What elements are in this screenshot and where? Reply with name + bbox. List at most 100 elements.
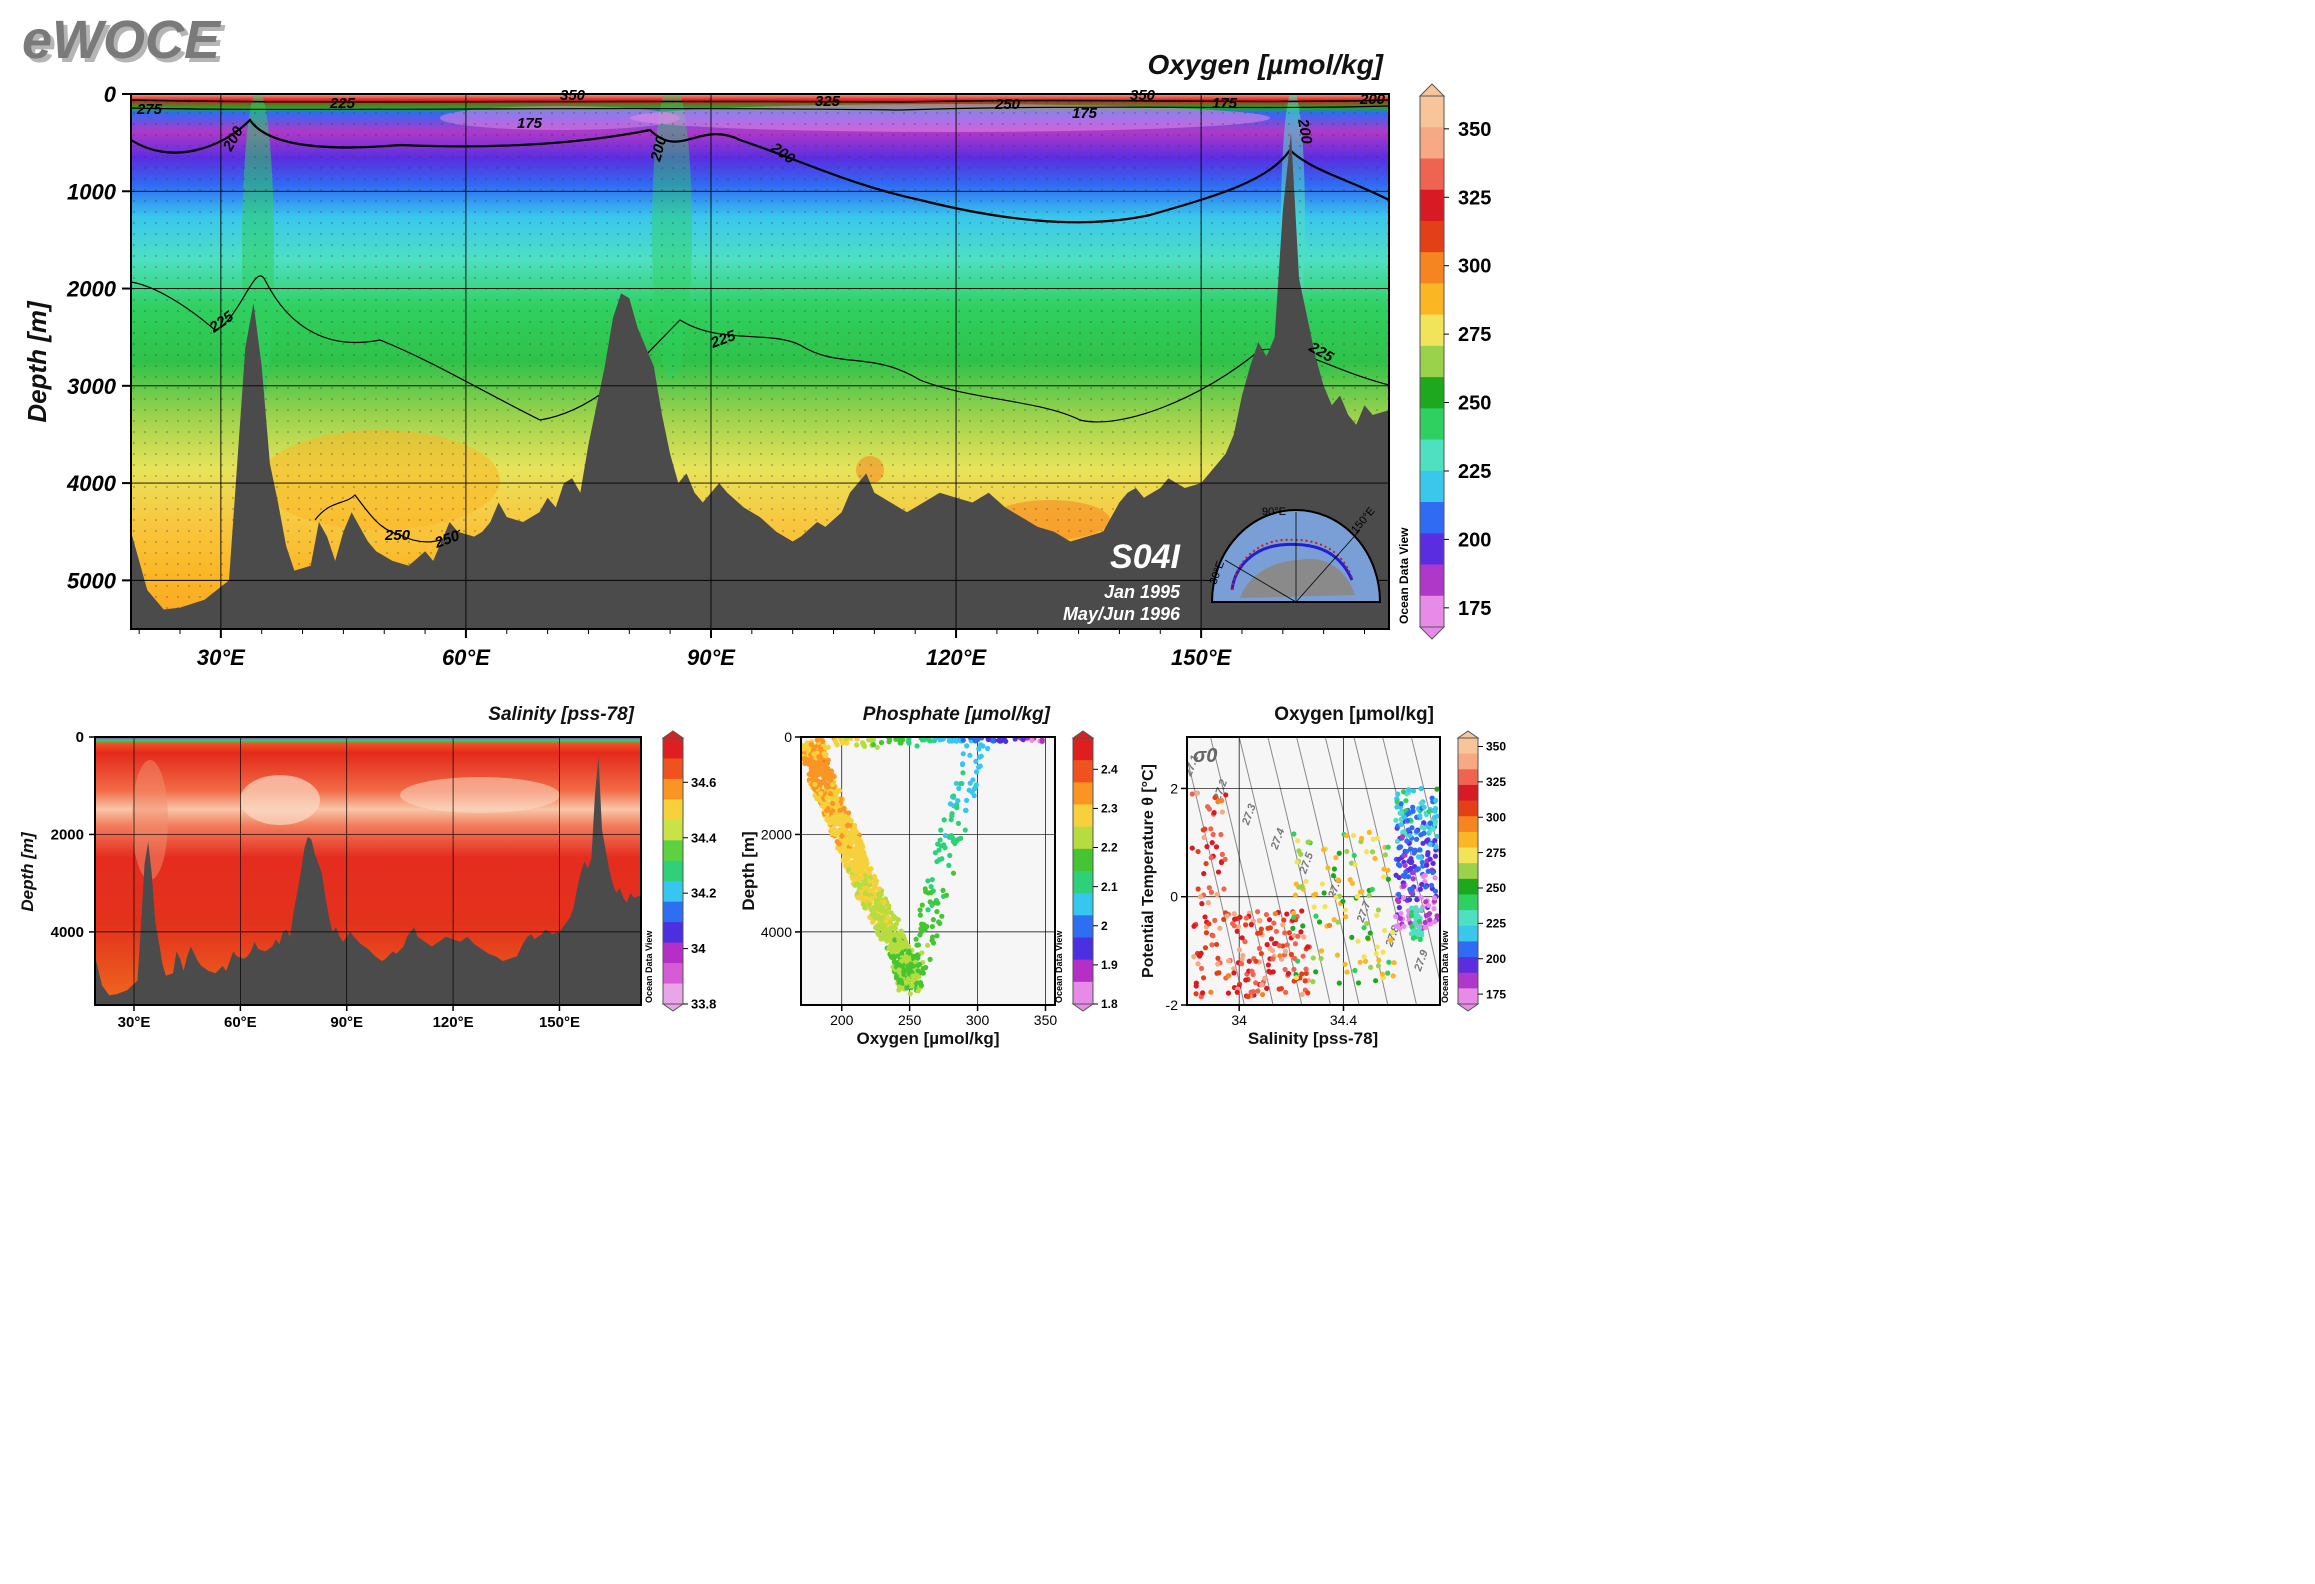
ts-point bbox=[1342, 961, 1348, 967]
sal-y-tick-label: 4000 bbox=[51, 924, 84, 941]
contour-surface bbox=[131, 105, 1389, 111]
phos-point bbox=[954, 805, 960, 811]
phos-point bbox=[957, 781, 964, 787]
colorbar-segment bbox=[1420, 345, 1444, 378]
phos-point bbox=[1029, 737, 1035, 743]
colorbar-segment bbox=[1458, 769, 1478, 786]
colorbar-segment bbox=[1073, 826, 1093, 850]
phos-point bbox=[875, 886, 882, 893]
phos-frame bbox=[800, 736, 1056, 1006]
ts-point bbox=[1394, 804, 1400, 810]
phos-point bbox=[910, 953, 917, 959]
ts-point bbox=[1217, 925, 1223, 931]
ts-point bbox=[1342, 907, 1348, 913]
ts-point bbox=[1398, 821, 1404, 828]
phos-point bbox=[834, 742, 840, 748]
ts-point bbox=[1408, 913, 1415, 919]
main-x-tick-label: 30°E bbox=[197, 645, 246, 670]
phos-point bbox=[955, 798, 961, 804]
ts-point bbox=[1357, 889, 1364, 895]
phos-point bbox=[841, 819, 847, 825]
ts-point bbox=[1390, 930, 1396, 936]
ts-point bbox=[1221, 916, 1227, 922]
phos-point bbox=[919, 902, 925, 908]
phos-point bbox=[930, 917, 936, 923]
phos-point bbox=[861, 743, 868, 749]
phos-point bbox=[820, 738, 826, 745]
phos-point bbox=[855, 894, 861, 901]
ts-point bbox=[1372, 855, 1378, 862]
ts-point bbox=[1422, 919, 1428, 926]
phos-point bbox=[953, 780, 959, 787]
phos-point bbox=[934, 933, 940, 939]
phos-point bbox=[838, 796, 844, 802]
contour-label: 200 bbox=[1294, 117, 1315, 146]
contour-label: 175 bbox=[1072, 105, 1098, 122]
phos-point bbox=[830, 814, 836, 820]
colorbar-segment bbox=[663, 881, 683, 903]
main-y-label: Depth [m] bbox=[22, 300, 52, 423]
ts-point bbox=[1313, 913, 1319, 919]
colorbar-segment bbox=[1458, 831, 1478, 849]
ts-point bbox=[1432, 853, 1439, 859]
phos-point bbox=[952, 840, 958, 847]
ts-point bbox=[1382, 852, 1389, 858]
ts-point bbox=[1408, 846, 1414, 852]
phos-point bbox=[895, 917, 902, 923]
ts-point bbox=[1303, 970, 1309, 976]
colorbar-cap-bottom bbox=[1456, 1003, 1480, 1012]
main-plot-area bbox=[131, 94, 1389, 629]
ts-point bbox=[1225, 958, 1232, 964]
colorbar-tick-label: 175 bbox=[1458, 598, 1491, 620]
ts-point bbox=[1301, 934, 1307, 940]
phos-point bbox=[928, 890, 934, 896]
ts-point bbox=[1218, 831, 1224, 838]
contour-label: 175 bbox=[517, 115, 543, 132]
ts-point bbox=[1320, 847, 1327, 853]
ts-point bbox=[1419, 881, 1425, 888]
phos-point bbox=[879, 925, 885, 931]
ts-point bbox=[1299, 971, 1305, 977]
ts-point bbox=[1355, 938, 1361, 944]
colorbar-segment bbox=[1458, 816, 1478, 833]
ts-point bbox=[1427, 856, 1433, 862]
ts-points bbox=[1189, 786, 1440, 1000]
ts-point bbox=[1208, 989, 1214, 995]
ts-point bbox=[1331, 866, 1337, 872]
ts-point bbox=[1295, 958, 1301, 964]
sal-plot-area bbox=[95, 737, 641, 1005]
odv-credit: Ocean Data View bbox=[1440, 930, 1450, 1003]
phos-point bbox=[839, 739, 846, 745]
colorbar-segment bbox=[663, 840, 683, 862]
ts-point bbox=[1203, 930, 1210, 936]
ts-point bbox=[1270, 969, 1276, 975]
ts-point bbox=[1206, 806, 1212, 812]
ts-point bbox=[1264, 942, 1270, 948]
ts-point bbox=[1191, 954, 1197, 960]
ts-point bbox=[1414, 867, 1420, 873]
colorbar-segment bbox=[1420, 96, 1444, 128]
sal-plume bbox=[132, 760, 168, 880]
ts-point bbox=[1189, 791, 1195, 797]
ts-point bbox=[1300, 923, 1306, 929]
phos-point bbox=[811, 785, 817, 792]
ts-point bbox=[1215, 955, 1221, 961]
ts-point bbox=[1403, 869, 1409, 875]
phos-point bbox=[856, 864, 862, 870]
phos-point bbox=[823, 808, 830, 814]
colorbar-segment bbox=[1458, 784, 1478, 802]
ts-point bbox=[1313, 969, 1319, 975]
phos-x-tick-label: 350 bbox=[1034, 1012, 1058, 1028]
phos-point bbox=[895, 943, 901, 949]
phos-point bbox=[863, 864, 869, 870]
ts-point bbox=[1428, 882, 1435, 889]
ts-point bbox=[1344, 848, 1350, 855]
phos-point bbox=[854, 854, 860, 860]
ts-point bbox=[1427, 820, 1434, 826]
ts-point bbox=[1351, 832, 1357, 839]
colorbar-segment bbox=[1458, 847, 1478, 864]
ts-point bbox=[1401, 923, 1407, 929]
ts-point bbox=[1208, 826, 1214, 832]
phos-point bbox=[923, 889, 929, 895]
phos-point bbox=[834, 831, 841, 837]
